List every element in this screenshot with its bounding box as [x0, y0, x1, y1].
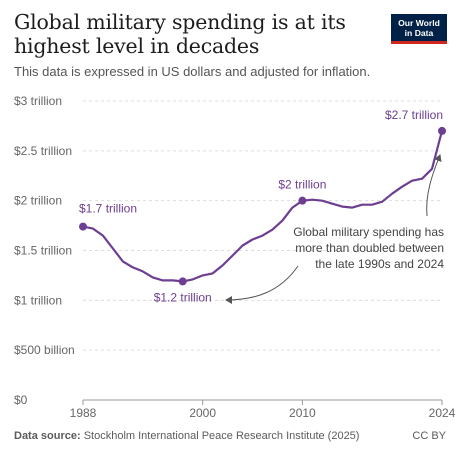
logo-line-1: Our World [398, 18, 440, 28]
grid-lines [83, 100, 442, 401]
logo-line-2: in Data [404, 28, 434, 38]
chart-subtitle: This data is expressed in US dollars and… [14, 64, 371, 79]
series-lines [81, 129, 444, 283]
data-point [178, 277, 187, 286]
annotation-arrow-up [426, 154, 442, 217]
y-tick-label: $3 trillion [14, 94, 62, 108]
y-axis-ticks: $0 $500 billion $1 trillion $1.5 trillion $2… [14, 94, 75, 407]
y-tick-label: $500 billion [14, 343, 75, 357]
y-tick-label: $1 trillion [14, 293, 62, 307]
license-label[interactable]: CC BY [412, 430, 446, 442]
data-label: $2 trillion [278, 178, 326, 192]
owid-logo[interactable]: Our World in Data [391, 14, 447, 44]
x-tick-label: 2010 [289, 406, 316, 420]
y-tick-label: $1.5 trillion [14, 244, 72, 258]
x-axis-ticks: 1988 2000 2010 2024 [70, 400, 456, 420]
y-tick-label: $2.5 trillion [14, 144, 72, 158]
footer: Data source: Stockholm International Pea… [14, 430, 446, 442]
annotation-text: Global military spending has [293, 225, 444, 239]
annotation-group: Global military spending has more than do… [225, 154, 444, 304]
annotation-text: more than doubled between [295, 241, 444, 255]
y-tick-label: $0 [14, 393, 28, 407]
data-point [79, 222, 87, 231]
data-point [298, 196, 307, 205]
y-tick-label: $2 trillion [14, 194, 62, 208]
source-label: Data source: [14, 430, 81, 442]
highlight-points: $1.7 trillion $1.2 trillion $2 trillion $2.… [79, 108, 446, 304]
data-label: $1.2 trillion [154, 290, 212, 304]
data-label: $2.7 trillion [385, 108, 443, 122]
annotation-arrow-left [225, 265, 299, 304]
data-point [438, 126, 446, 135]
x-tick-label: 2024 [429, 406, 456, 420]
chart-title: Global military spending is at its highe… [14, 10, 346, 58]
series-line [81, 129, 444, 283]
x-tick-label: 1988 [70, 406, 97, 420]
annotation-text: the late 1990s and 2024 [315, 257, 444, 271]
data-label: $1.7 trillion [79, 202, 137, 216]
x-tick-label: 2000 [189, 406, 216, 420]
source-text[interactable]: Stockholm International Peace Research I… [83, 430, 360, 442]
